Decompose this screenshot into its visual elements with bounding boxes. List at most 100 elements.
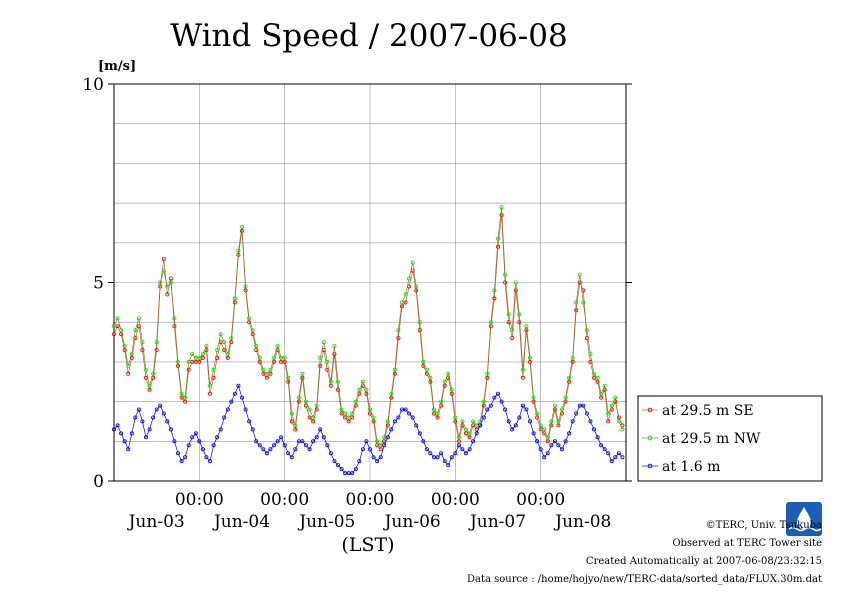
data-point-low bbox=[243, 407, 248, 412]
data-point-nw bbox=[428, 375, 433, 380]
data-point-low bbox=[129, 431, 134, 436]
data-point-low bbox=[488, 403, 493, 408]
data-point-low bbox=[595, 435, 600, 440]
data-point-se bbox=[154, 347, 159, 352]
data-point-se bbox=[353, 403, 358, 408]
data-point-low bbox=[392, 419, 397, 424]
data-point-low bbox=[545, 451, 550, 456]
data-point-low bbox=[371, 455, 376, 460]
data-point-nw bbox=[282, 355, 287, 360]
data-point-low bbox=[506, 419, 511, 424]
data-point-nw bbox=[410, 260, 415, 265]
data-point-nw bbox=[513, 280, 518, 285]
data-point-low bbox=[456, 443, 461, 448]
data-point-se bbox=[254, 347, 259, 352]
data-point-nw bbox=[232, 296, 237, 301]
data-point-low bbox=[584, 411, 589, 416]
data-point-nw bbox=[112, 324, 117, 329]
data-point-low bbox=[463, 451, 468, 456]
data-point-nw bbox=[311, 415, 316, 420]
data-point-nw bbox=[268, 367, 273, 372]
data-point-nw bbox=[360, 379, 365, 384]
data-point-low bbox=[350, 471, 355, 476]
data-point-se bbox=[311, 419, 316, 424]
data-point-se bbox=[456, 439, 461, 444]
data-point-low bbox=[250, 427, 255, 432]
data-point-se bbox=[225, 355, 230, 360]
data-point-nw bbox=[303, 399, 308, 404]
data-point-low bbox=[549, 443, 554, 448]
data-point-low bbox=[410, 415, 415, 420]
data-point-se bbox=[513, 288, 518, 293]
data-point-nw bbox=[399, 300, 404, 305]
data-point-low bbox=[567, 431, 572, 436]
x-time-tick-label: 00:00 bbox=[175, 490, 224, 510]
data-point-low bbox=[467, 447, 472, 452]
data-point-low bbox=[179, 459, 184, 464]
data-point-low bbox=[616, 451, 621, 456]
data-point-se bbox=[129, 355, 134, 360]
data-point-se bbox=[119, 332, 124, 337]
data-point-low bbox=[520, 403, 525, 408]
data-point-low bbox=[449, 455, 454, 460]
data-point-nw bbox=[570, 355, 575, 360]
data-point-low bbox=[143, 435, 148, 440]
data-point-se bbox=[161, 256, 166, 261]
data-point-low bbox=[325, 443, 330, 448]
y-axis-unit: [m/s] bbox=[98, 59, 136, 74]
data-point-low bbox=[254, 439, 259, 444]
data-point-nw bbox=[524, 324, 529, 329]
data-point-low bbox=[172, 439, 177, 444]
data-point-low bbox=[367, 447, 372, 452]
data-point-nw bbox=[552, 403, 557, 408]
data-point-low bbox=[268, 447, 273, 452]
data-point-nw bbox=[325, 359, 330, 364]
legend-marker-nw bbox=[647, 435, 653, 441]
data-point-low bbox=[375, 459, 380, 464]
y-tick-label: 5 bbox=[93, 274, 104, 294]
data-point-se bbox=[332, 351, 337, 356]
data-point-nw bbox=[439, 399, 444, 404]
x-day-label: Jun-03 bbox=[127, 512, 185, 532]
data-point-nw bbox=[357, 387, 362, 392]
data-point-nw bbox=[183, 395, 188, 400]
data-point-low bbox=[289, 455, 294, 460]
y-tick-label: 10 bbox=[82, 75, 104, 95]
data-point-nw bbox=[136, 316, 141, 321]
data-point-low bbox=[328, 451, 333, 456]
data-point-nw bbox=[577, 272, 582, 277]
data-point-nw bbox=[289, 411, 294, 416]
data-point-se bbox=[364, 391, 369, 396]
data-point-low bbox=[414, 423, 419, 428]
data-point-nw bbox=[126, 363, 131, 368]
data-point-nw bbox=[168, 280, 173, 285]
data-point-low bbox=[133, 415, 138, 420]
data-point-nw bbox=[165, 284, 170, 289]
data-point-low bbox=[407, 411, 412, 416]
data-point-low bbox=[563, 439, 568, 444]
data-point-se bbox=[207, 391, 212, 396]
data-point-nw bbox=[389, 391, 394, 396]
data-point-low bbox=[574, 411, 579, 416]
data-point-low bbox=[417, 431, 422, 436]
data-point-low bbox=[528, 419, 533, 424]
data-point-nw bbox=[385, 419, 390, 424]
data-point-se bbox=[549, 423, 554, 428]
data-point-nw bbox=[314, 403, 319, 408]
data-point-nw bbox=[172, 316, 177, 321]
data-point-low bbox=[264, 451, 269, 456]
data-point-nw bbox=[510, 328, 515, 333]
series-low bbox=[112, 383, 625, 476]
water-drop-icon bbox=[797, 507, 811, 529]
data-point-nw bbox=[119, 328, 124, 333]
data-point-se bbox=[126, 371, 131, 376]
data-point-se bbox=[183, 399, 188, 404]
data-point-low bbox=[428, 451, 433, 456]
data-point-nw bbox=[424, 367, 429, 372]
data-point-se bbox=[396, 336, 401, 341]
data-point-low bbox=[271, 443, 276, 448]
y-tick-label: 0 bbox=[93, 472, 104, 492]
data-point-nw bbox=[200, 351, 205, 356]
legend-label-nw: at 29.5 m NW bbox=[662, 431, 761, 447]
